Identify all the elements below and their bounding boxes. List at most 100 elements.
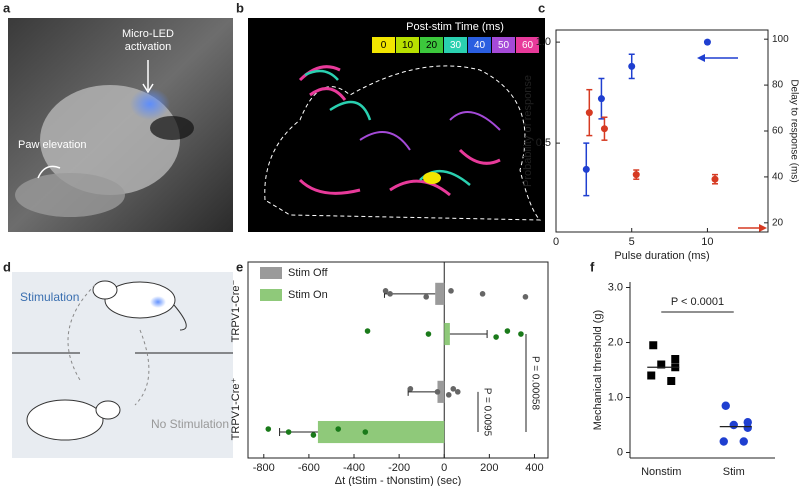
annotation: Micro-LED activation [122,28,174,53]
point [425,331,432,337]
x-tick-label: -200 [388,462,410,474]
p-value: P = 0.0095 [481,388,492,437]
x-tick-label: 10 [701,236,713,248]
point [711,175,719,183]
point [667,377,676,385]
arrowhead [759,224,767,232]
point [335,426,342,432]
legend-value: 0 [381,40,387,51]
legend-swatch [468,37,491,53]
point [454,389,461,395]
photo-a: Micro-LED activation Paw elevation [8,18,233,232]
y2-tick-label: 20 [772,217,784,228]
x-tick-label: 5 [629,236,635,248]
legend-swatch [420,37,443,53]
point [382,288,389,294]
x-tick-label: 0 [553,236,559,248]
point [493,334,499,340]
legend-value: 30 [450,40,462,51]
x-tick-label: -400 [343,462,365,474]
condition-label: No Stimulation [150,418,230,431]
paw [15,173,125,217]
point [597,95,605,103]
panel-letter: e [236,259,243,274]
legend-swatch [260,267,282,279]
mouse-head [92,280,118,300]
legend-swatch [492,37,515,53]
y-tick-label: 2.0 [608,336,623,348]
legend-swatch [396,37,419,53]
point [387,291,393,297]
led-glow [150,296,166,308]
point [364,328,371,334]
legend-value: 40 [474,40,486,51]
y-axis-label: Probability of response [522,75,534,187]
y2-axis-label: Delay to response (ms) [788,79,799,182]
bar [317,420,445,444]
point [600,125,608,133]
x-tick-label: Nonstim [641,466,681,478]
point [362,429,369,435]
x-axis-label: Δt (tStim - tNonstim) (sec) [335,475,462,486]
legend-label: Stim On [288,289,328,301]
y-tick-label: 3.0 [608,281,623,293]
panel-letter: a [3,0,11,15]
label-box: No Stimulation [150,418,230,431]
legend-label: Stim Off [288,267,328,279]
y-tick-label: 1.0 [608,391,623,403]
plot-frame [555,29,769,233]
annotation-box: Micro-LED activation [122,28,174,53]
point [423,294,429,300]
point [504,328,511,334]
point [434,389,441,395]
x-tick-label: 200 [480,462,498,474]
legend-swatch [372,37,395,53]
plot-frame [247,261,549,459]
point [719,437,728,446]
point [479,291,486,297]
point [657,360,666,369]
bar [444,322,450,346]
point [671,355,680,363]
y2-tick-label: 60 [772,126,784,137]
x-tick-label: -800 [253,462,275,474]
annotation: Paw elevation [18,139,87,151]
motion-trace [423,172,441,184]
led-glow [130,88,170,120]
y-tick-label: 0 [617,446,623,458]
legend-swatch [516,37,539,53]
mouse-head [95,400,121,420]
x-tick-label: 400 [525,462,543,474]
point [721,401,730,410]
body-outline [264,65,542,221]
point [265,426,272,432]
mouse-stim [104,281,176,319]
y2-tick-label: 40 [772,172,784,183]
arrowhead [697,54,705,62]
x-tick-label: 0 [441,462,447,474]
y2-tick-label: 100 [772,34,789,45]
motion-trace [359,111,501,151]
x-tick-label: Stim [723,466,745,478]
point [450,386,457,392]
point [585,109,593,117]
p-value: P = 0.00058 [529,356,540,410]
condition-label: Stimulation [20,290,79,304]
group-label: TRPV1-Cre⁺ [230,377,242,440]
point [743,423,752,432]
point [649,341,658,350]
point [522,294,529,300]
mouse-tail [173,304,187,331]
legend-value: 20 [426,40,438,51]
point [632,171,640,179]
panel-letter: d [3,259,11,274]
y-tick-label: 0.5 [536,137,551,149]
legend-value: 10 [402,40,414,51]
diagram-d: Stimulation No Stimulation [12,272,233,458]
legend-title: Post-stim Time (ms) [406,21,504,33]
arrowhead [142,83,154,94]
legend-swatch [444,37,467,53]
legend-value: 60 [522,40,534,51]
point [703,38,711,46]
